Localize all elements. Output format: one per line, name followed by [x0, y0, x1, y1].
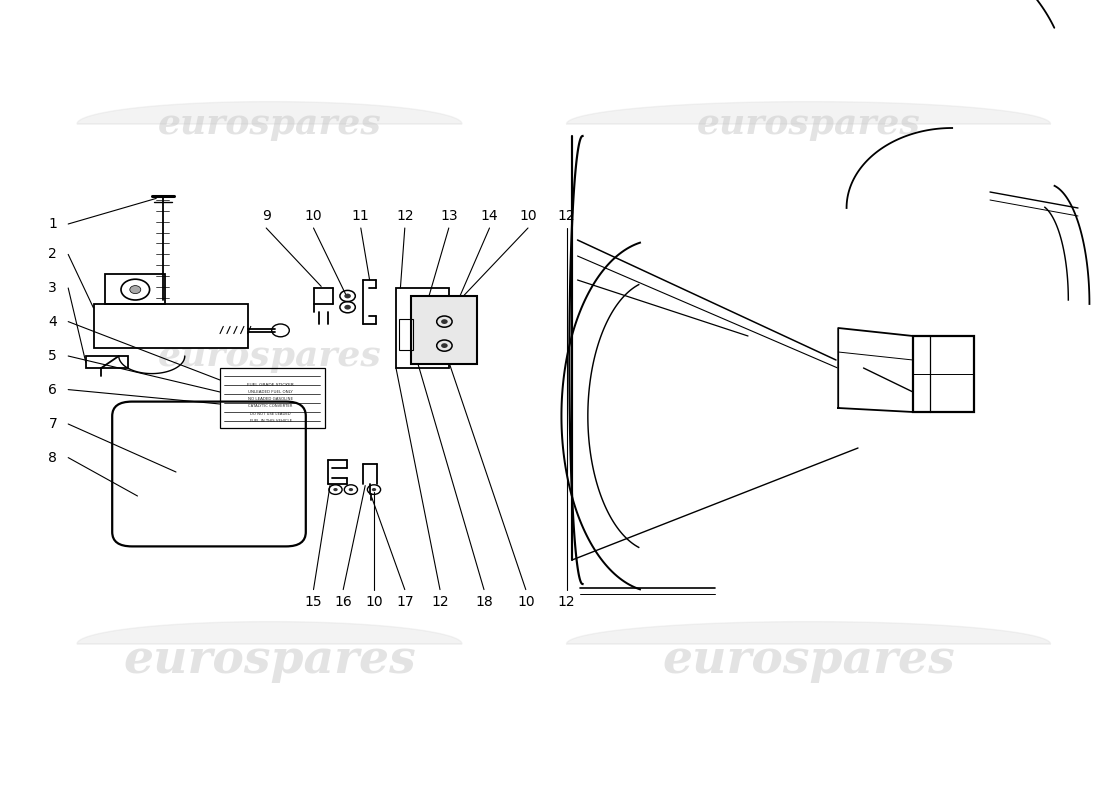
Circle shape [344, 294, 351, 298]
Text: 2: 2 [48, 247, 57, 262]
Bar [913, 336, 974, 412]
Text: 12: 12 [431, 594, 449, 609]
Circle shape [130, 286, 141, 294]
Text: 6: 6 [48, 382, 57, 397]
Bar [411, 296, 477, 364]
Circle shape [441, 319, 448, 324]
Text: 13: 13 [440, 209, 458, 223]
Polygon shape [77, 102, 462, 124]
Text: 12: 12 [558, 209, 575, 223]
Bar [86, 356, 128, 368]
Bar [411, 296, 477, 364]
Text: 14: 14 [481, 209, 498, 223]
Text: 16: 16 [334, 594, 352, 609]
Text: CATALYTIC CONVERTER: CATALYTIC CONVERTER [249, 404, 293, 408]
Bar [220, 368, 324, 428]
Text: eurospares: eurospares [157, 107, 382, 141]
Polygon shape [566, 102, 1050, 124]
Text: eurospares: eurospares [157, 339, 382, 373]
Text: 10: 10 [517, 594, 535, 609]
Text: FUEL GRADE STICKER: FUEL GRADE STICKER [248, 383, 294, 387]
Circle shape [333, 488, 338, 491]
Text: 9: 9 [262, 209, 271, 223]
Text: 15: 15 [305, 594, 322, 609]
Text: 12: 12 [396, 209, 414, 223]
Circle shape [349, 488, 353, 491]
Text: eurospares: eurospares [696, 107, 921, 141]
Bar [399, 319, 412, 350]
Text: DO NOT USE LEADED: DO NOT USE LEADED [251, 411, 290, 416]
Text: 12: 12 [558, 594, 575, 609]
Text: 17: 17 [396, 594, 414, 609]
Text: 10: 10 [305, 209, 322, 223]
Text: 7: 7 [48, 417, 57, 431]
Text: 1: 1 [48, 217, 57, 231]
Circle shape [372, 488, 376, 491]
Text: 5: 5 [48, 349, 57, 363]
Polygon shape [566, 622, 1050, 644]
Text: 18: 18 [475, 594, 493, 609]
Text: 4: 4 [48, 314, 57, 329]
Text: 3: 3 [48, 281, 57, 295]
Bar [104, 274, 165, 304]
Bar [94, 304, 248, 348]
Text: eurospares: eurospares [662, 637, 955, 683]
Text: NO LEADED GASOLINE: NO LEADED GASOLINE [249, 397, 293, 402]
Text: eurospares: eurospares [123, 637, 416, 683]
Text: 11: 11 [352, 209, 370, 223]
Text: 10: 10 [519, 209, 537, 223]
Circle shape [441, 343, 448, 348]
Bar [396, 288, 449, 368]
Text: FUEL IN THIS VEHICLE: FUEL IN THIS VEHICLE [250, 419, 292, 422]
Text: 8: 8 [48, 450, 57, 465]
Polygon shape [77, 622, 462, 644]
Text: UNLEADED FUEL ONLY: UNLEADED FUEL ONLY [249, 390, 293, 394]
Polygon shape [838, 328, 913, 412]
Circle shape [344, 305, 351, 310]
Text: 10: 10 [365, 594, 383, 609]
